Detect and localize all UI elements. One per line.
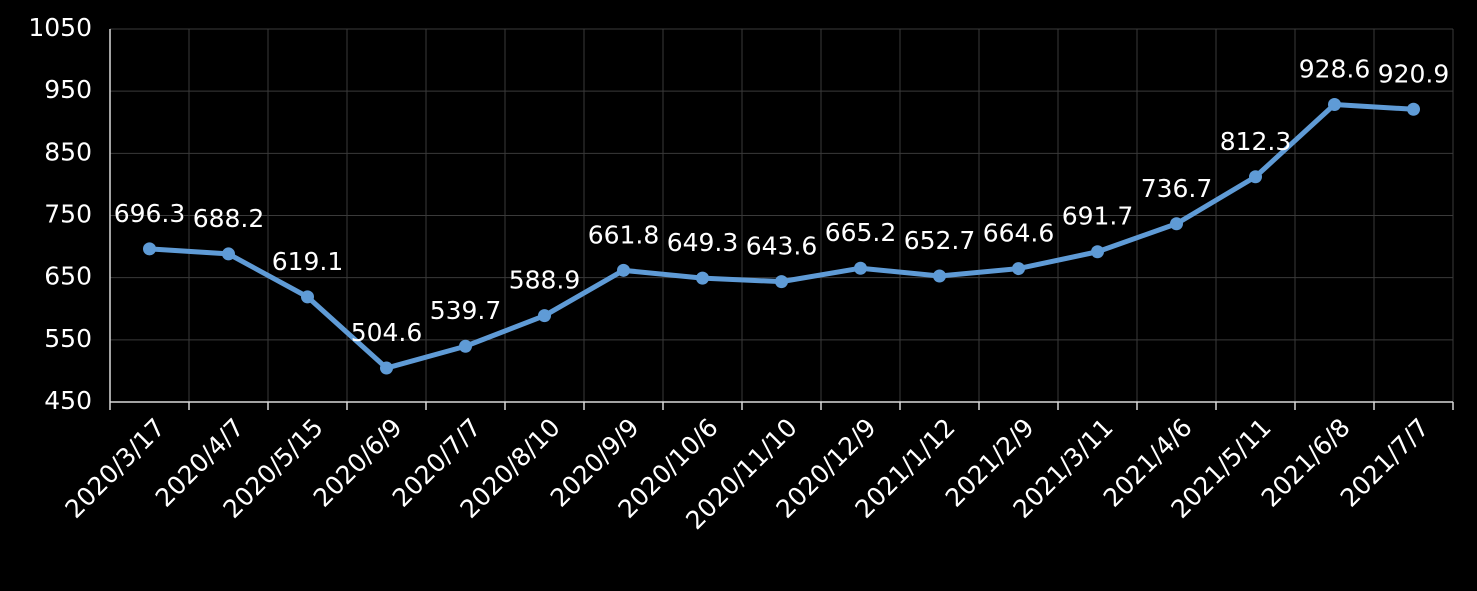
point bbox=[933, 269, 946, 283]
point bbox=[380, 361, 393, 375]
data-label: 664.6 bbox=[983, 219, 1055, 248]
y-tick-label: 550 bbox=[44, 324, 92, 353]
point bbox=[617, 263, 630, 277]
data-label: 643.6 bbox=[746, 232, 818, 261]
point bbox=[1091, 245, 1104, 259]
data-label: 619.1 bbox=[272, 247, 344, 276]
y-tick-label: 850 bbox=[44, 137, 92, 166]
data-label: 928.6 bbox=[1299, 54, 1371, 83]
x-tick-label: 2020/3/17 bbox=[60, 413, 171, 524]
point bbox=[775, 275, 788, 289]
data-label: 696.3 bbox=[114, 199, 186, 228]
data-label: 920.9 bbox=[1378, 59, 1450, 88]
point bbox=[696, 271, 709, 285]
point bbox=[222, 247, 235, 261]
data-label: 736.7 bbox=[1141, 174, 1213, 203]
point bbox=[538, 309, 551, 323]
point bbox=[1328, 97, 1341, 111]
data-label: 504.6 bbox=[351, 318, 423, 347]
data-label: 652.7 bbox=[904, 226, 976, 255]
y-tick-label: 1050 bbox=[28, 13, 92, 42]
y-tick-label: 650 bbox=[44, 262, 92, 291]
point bbox=[854, 261, 867, 275]
y-tick-label: 450 bbox=[44, 386, 92, 415]
data-label: 812.3 bbox=[1220, 127, 1292, 156]
point bbox=[1012, 262, 1025, 276]
point bbox=[143, 242, 156, 256]
point bbox=[1249, 170, 1262, 184]
point bbox=[459, 339, 472, 353]
data-label: 661.8 bbox=[588, 220, 660, 249]
point bbox=[301, 290, 314, 304]
data-label: 588.9 bbox=[509, 266, 581, 295]
data-label: 649.3 bbox=[667, 228, 739, 257]
data-label: 691.7 bbox=[1062, 202, 1134, 231]
data-label: 688.2 bbox=[193, 204, 265, 233]
y-tick-label: 950 bbox=[44, 75, 92, 104]
data-label: 665.2 bbox=[825, 218, 897, 247]
y-tick-label: 750 bbox=[44, 200, 92, 229]
point bbox=[1170, 217, 1183, 231]
point bbox=[1407, 102, 1420, 116]
data-label: 539.7 bbox=[430, 296, 502, 325]
